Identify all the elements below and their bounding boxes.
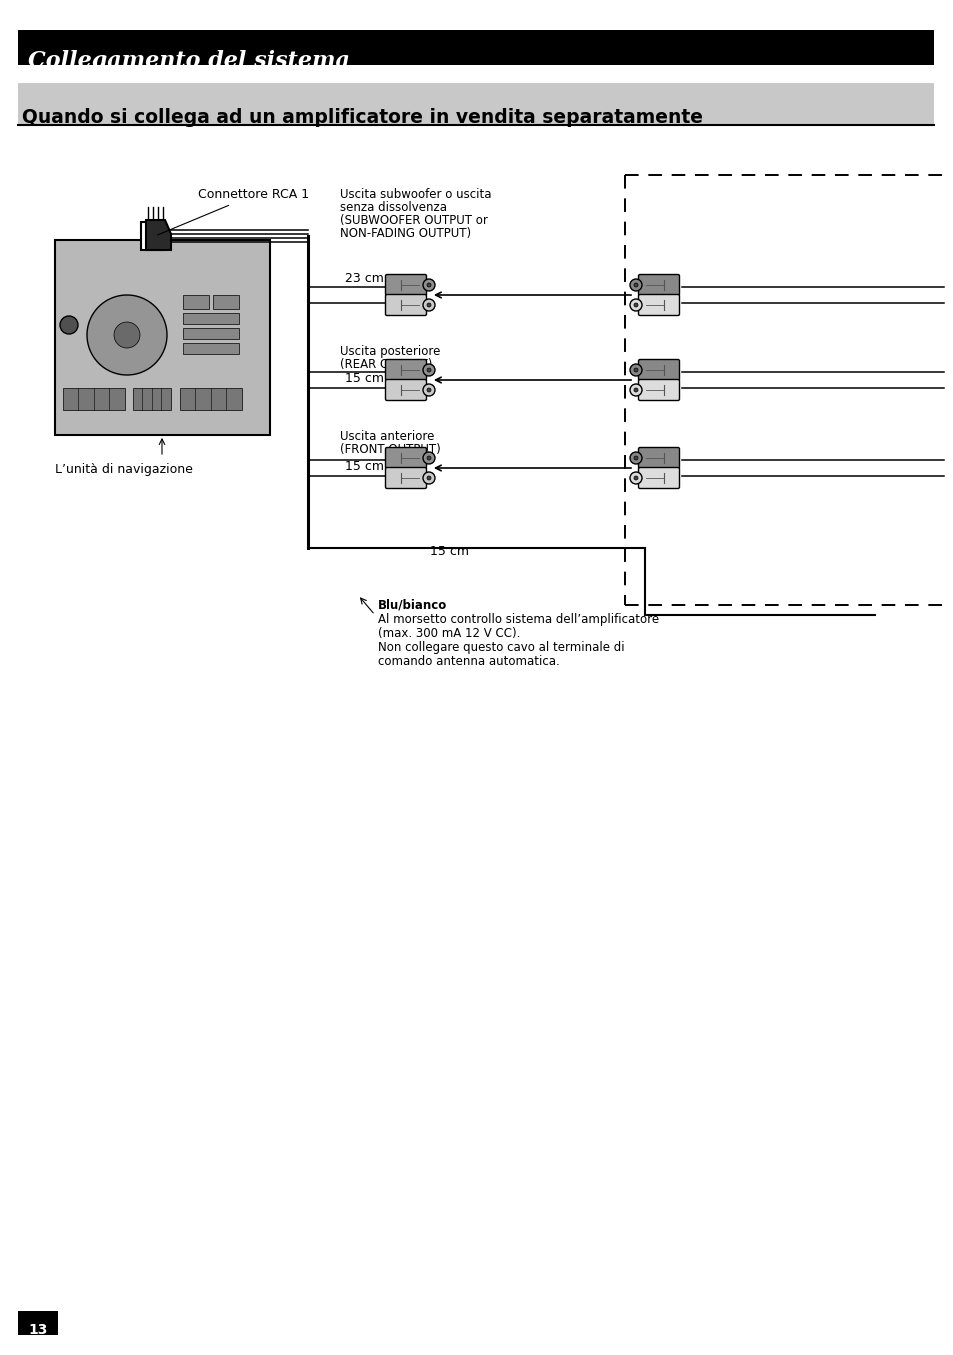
Circle shape bbox=[629, 453, 641, 463]
Text: (FRONT OUTPUT): (FRONT OUTPUT) bbox=[339, 443, 440, 457]
Bar bbox=[183, 313, 239, 324]
Text: (SUBWOOFER OUTPUT or: (SUBWOOFER OUTPUT or bbox=[339, 214, 487, 228]
Circle shape bbox=[422, 279, 435, 291]
Text: 15 cm: 15 cm bbox=[430, 545, 469, 558]
Text: 13: 13 bbox=[29, 1322, 48, 1337]
Text: Uscita anteriore: Uscita anteriore bbox=[339, 430, 434, 443]
FancyBboxPatch shape bbox=[638, 467, 679, 489]
Bar bbox=[180, 388, 242, 411]
Text: Al morsetto controllo sistema dell’amplificatore: Al morsetto controllo sistema dell’ampli… bbox=[377, 612, 659, 626]
Circle shape bbox=[422, 383, 435, 396]
Circle shape bbox=[422, 453, 435, 463]
Bar bbox=[18, 30, 933, 65]
FancyBboxPatch shape bbox=[638, 294, 679, 316]
FancyBboxPatch shape bbox=[385, 447, 426, 469]
Circle shape bbox=[427, 388, 431, 392]
Circle shape bbox=[427, 369, 431, 373]
Text: Blu/bianco: Blu/bianco bbox=[377, 598, 447, 611]
Circle shape bbox=[634, 283, 638, 287]
Bar bbox=[183, 328, 239, 339]
Circle shape bbox=[113, 322, 140, 348]
Circle shape bbox=[427, 283, 431, 287]
FancyBboxPatch shape bbox=[385, 359, 426, 381]
Text: L’unità di navigazione: L’unità di navigazione bbox=[55, 463, 193, 476]
Circle shape bbox=[634, 476, 638, 480]
FancyBboxPatch shape bbox=[638, 379, 679, 401]
Circle shape bbox=[422, 299, 435, 312]
Bar bbox=[183, 343, 239, 354]
Bar bbox=[55, 240, 270, 435]
Bar bbox=[132, 388, 171, 411]
Text: Connettore RCA 1: Connettore RCA 1 bbox=[157, 188, 309, 234]
Circle shape bbox=[629, 279, 641, 291]
Text: Uscita posteriore: Uscita posteriore bbox=[339, 346, 440, 358]
Circle shape bbox=[427, 476, 431, 480]
Bar bbox=[18, 83, 933, 125]
Circle shape bbox=[629, 364, 641, 375]
Text: senza dissolvenza: senza dissolvenza bbox=[339, 201, 447, 214]
Text: (REAR OUTPUT): (REAR OUTPUT) bbox=[339, 358, 432, 371]
FancyBboxPatch shape bbox=[385, 275, 426, 295]
Circle shape bbox=[422, 364, 435, 375]
Text: NON-FADING OUTPUT): NON-FADING OUTPUT) bbox=[339, 228, 471, 240]
Circle shape bbox=[422, 472, 435, 484]
Text: Non collegare questo cavo al terminale di: Non collegare questo cavo al terminale d… bbox=[377, 641, 624, 654]
Circle shape bbox=[629, 299, 641, 312]
Text: 23 cm: 23 cm bbox=[345, 272, 383, 285]
Circle shape bbox=[634, 369, 638, 373]
FancyBboxPatch shape bbox=[638, 447, 679, 469]
Bar bbox=[213, 295, 239, 309]
Circle shape bbox=[634, 388, 638, 392]
Bar bbox=[141, 222, 163, 251]
Circle shape bbox=[427, 304, 431, 308]
Bar bbox=[63, 388, 125, 411]
Text: Uscita subwoofer o uscita: Uscita subwoofer o uscita bbox=[339, 188, 491, 201]
FancyBboxPatch shape bbox=[385, 379, 426, 401]
Circle shape bbox=[634, 304, 638, 308]
Bar bbox=[18, 1312, 58, 1335]
Text: comando antenna automatica.: comando antenna automatica. bbox=[377, 654, 559, 668]
Circle shape bbox=[87, 295, 167, 375]
Circle shape bbox=[629, 383, 641, 396]
Bar bbox=[183, 295, 209, 309]
FancyBboxPatch shape bbox=[638, 275, 679, 295]
Text: Collegamento del sistema: Collegamento del sistema bbox=[28, 50, 350, 72]
FancyBboxPatch shape bbox=[385, 467, 426, 489]
Text: 15 cm: 15 cm bbox=[345, 459, 384, 473]
Text: 15 cm: 15 cm bbox=[345, 373, 384, 385]
Circle shape bbox=[60, 316, 78, 333]
FancyBboxPatch shape bbox=[638, 359, 679, 381]
Text: (max. 300 mA 12 V CC).: (max. 300 mA 12 V CC). bbox=[377, 627, 519, 640]
FancyBboxPatch shape bbox=[385, 294, 426, 316]
Polygon shape bbox=[146, 220, 171, 251]
Circle shape bbox=[634, 457, 638, 459]
Text: Quando si collega ad un amplificatore in vendita separatamente: Quando si collega ad un amplificatore in… bbox=[22, 108, 702, 127]
Circle shape bbox=[629, 472, 641, 484]
Circle shape bbox=[427, 457, 431, 459]
